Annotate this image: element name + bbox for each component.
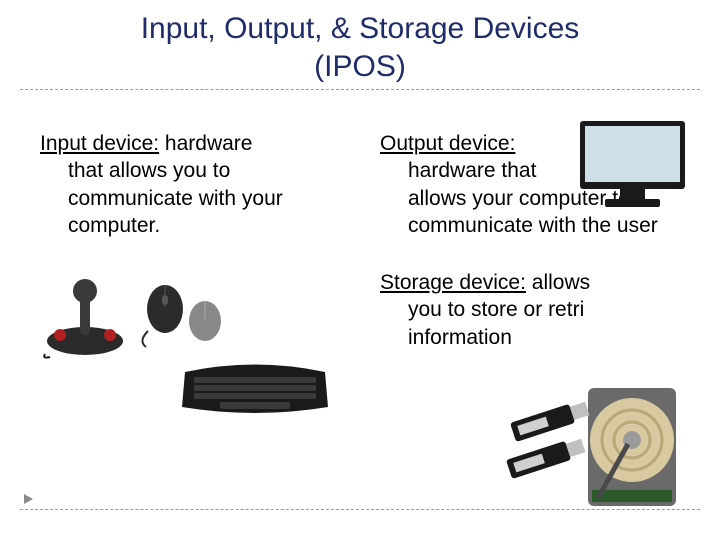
left-column: Input device: hardware that allows you t…	[30, 130, 350, 429]
usb-drive-icon-2	[506, 436, 586, 479]
storage-device-term: Storage device:	[380, 271, 526, 294]
title-line-1: Input, Output, & Storage Devices	[141, 12, 580, 45]
joystick-icon	[40, 269, 130, 359]
monitor-icon	[575, 118, 690, 213]
mouse-icon	[140, 279, 230, 349]
output-device-def-1: hardware that	[380, 157, 570, 184]
keyboard-icon	[180, 357, 330, 419]
input-device-block: Input device: hardware that allows you t…	[30, 130, 350, 239]
output-device-term: Output device:	[380, 132, 515, 155]
storage-images	[500, 378, 680, 528]
right-column: Output device: hardware that allows your…	[370, 130, 690, 429]
input-device-images	[30, 269, 350, 429]
input-device-term: Input device:	[40, 132, 159, 155]
title-line-2: (IPOS)	[314, 50, 406, 83]
slide-title: Input, Output, & Storage Devices (IPOS)	[0, 0, 720, 85]
hard-disk-icon	[588, 388, 676, 506]
divider-bottom	[20, 509, 700, 510]
storage-device-block: Storage device: allows you to store or r…	[370, 269, 690, 351]
input-device-def-rest: that allows you to communicate with your…	[40, 157, 350, 239]
input-device-def-inline: hardware	[159, 132, 252, 155]
content-columns: Input device: hardware that allows you t…	[0, 90, 720, 429]
storage-device-def-rest: you to store or retri information	[380, 296, 660, 351]
slide-bullet-icon	[24, 494, 33, 504]
usb-drive-icon	[510, 399, 590, 442]
storage-device-def-inline: allows	[526, 271, 590, 294]
